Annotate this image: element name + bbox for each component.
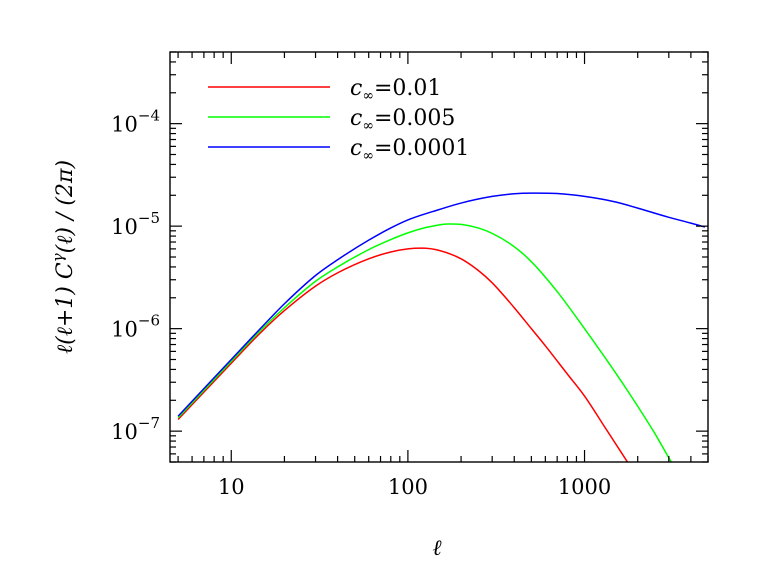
legend-label-2: c∞=0.0001 xyxy=(350,136,469,164)
y-axis-title: ℓ(ℓ+1) Cγ(ℓ) / (2π) xyxy=(49,160,78,354)
y-tick-label: 10−6 xyxy=(111,312,160,342)
y-tick-label: 10−4 xyxy=(111,107,160,137)
series-layer xyxy=(177,192,706,462)
y-tick-label: 10−7 xyxy=(111,414,160,444)
series-line-2 xyxy=(177,192,706,417)
x-tick-label: 10 xyxy=(218,475,245,499)
x-axis-title: ℓ xyxy=(432,536,442,561)
legend-label-0: c∞=0.01 xyxy=(350,76,441,104)
x-tick-label: 1000 xyxy=(558,475,611,499)
series-line-0 xyxy=(177,247,629,462)
x-tick-label: 100 xyxy=(388,475,428,499)
y-tick-label: 10−5 xyxy=(111,209,160,239)
series-line-1 xyxy=(177,223,672,462)
ticks-layer xyxy=(170,51,709,463)
labels-layer: 10 100 1000 10−7 10−6 10−5 10−4 xyxy=(111,107,611,499)
legend-label-1: c∞=0.005 xyxy=(350,106,455,134)
